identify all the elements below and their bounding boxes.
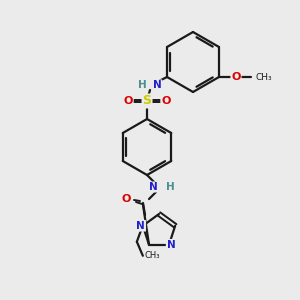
Text: H: H bbox=[166, 182, 175, 192]
Text: N: N bbox=[167, 240, 176, 250]
Text: H: H bbox=[138, 80, 147, 90]
Text: CH₃: CH₃ bbox=[145, 251, 161, 260]
Text: CH₃: CH₃ bbox=[256, 73, 273, 82]
Text: N: N bbox=[149, 182, 158, 192]
Text: O: O bbox=[161, 96, 171, 106]
Text: S: S bbox=[142, 94, 152, 107]
Text: N: N bbox=[153, 80, 162, 90]
Text: O: O bbox=[123, 96, 133, 106]
Text: N: N bbox=[136, 221, 145, 231]
Text: O: O bbox=[231, 72, 241, 82]
Text: O: O bbox=[121, 194, 131, 204]
